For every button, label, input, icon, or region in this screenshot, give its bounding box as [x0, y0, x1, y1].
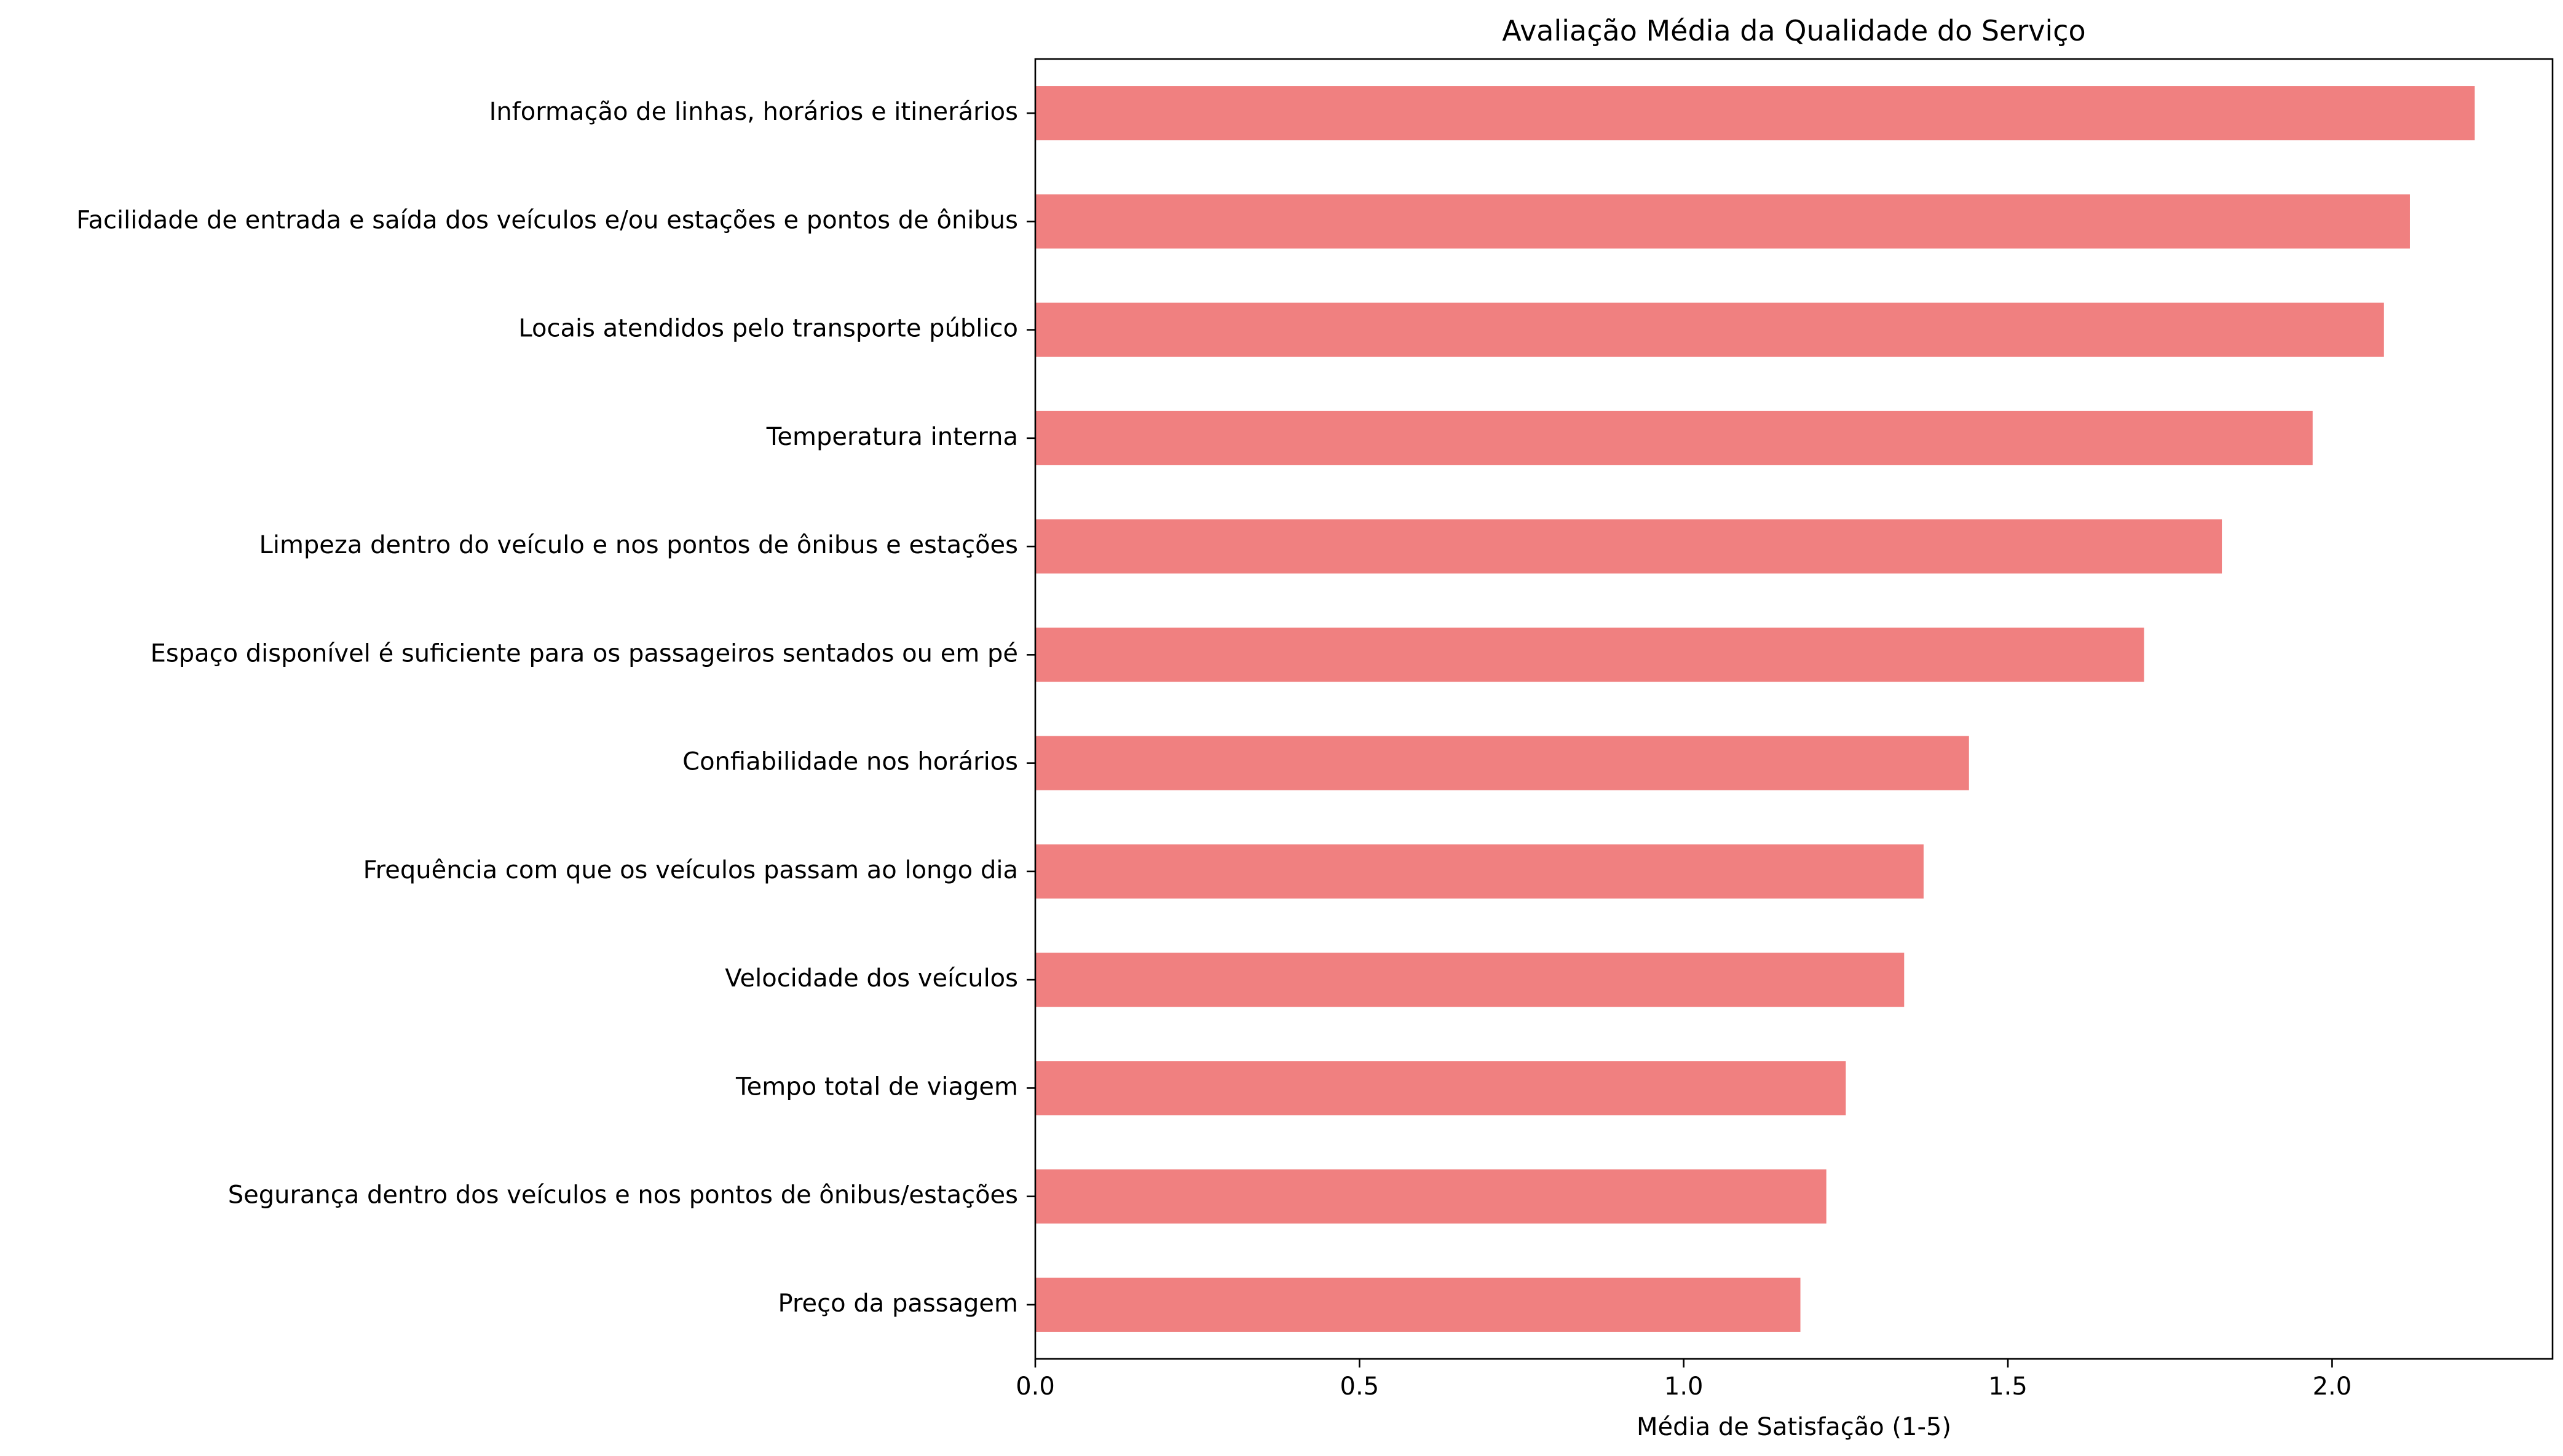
y-tick-label: Locais atendidos pelo transporte público	[518, 315, 1018, 343]
bar-2	[1035, 194, 2410, 249]
chart-title: Avaliação Média da Qualidade do Serviço	[1502, 14, 2085, 47]
x-tick-label: 0.5	[1340, 1372, 1380, 1401]
bar-7	[1035, 736, 1969, 790]
y-tick-label: Frequência com que os veículos passam ao…	[363, 856, 1018, 884]
bar-4	[1035, 411, 2313, 465]
y-tick-label: Informação de linhas, horários e itinerá…	[489, 98, 1018, 126]
y-tick-label: Confiabilidade nos horários	[682, 748, 1018, 776]
bar-11	[1035, 1169, 1826, 1224]
bar-9	[1035, 953, 1905, 1007]
bar-10	[1035, 1061, 1846, 1116]
y-tick-label: Limpeza dentro do veículo e nos pontos d…	[259, 531, 1018, 559]
x-tick-label: 1.0	[1664, 1372, 1704, 1401]
y-tick-label: Espaço disponível é suficiente para os p…	[151, 639, 1018, 667]
bar-5	[1035, 519, 2222, 574]
bar-12	[1035, 1277, 1801, 1332]
x-axis-ticks: 0.0 0.5 1.0 1.5 2.0	[1016, 1359, 2352, 1401]
x-tick-label: 2.0	[2313, 1372, 2352, 1401]
x-tick-label: 0.0	[1016, 1372, 1055, 1401]
y-tick-label: Velocidade dos veículos	[725, 964, 1018, 993]
y-tick-label: Temperatura interna	[766, 423, 1018, 451]
axes-layer	[1034, 58, 2554, 1360]
y-tick-label: Facilidade de entrada e saída dos veícul…	[76, 206, 1018, 234]
plot-frame	[1034, 58, 2554, 1360]
x-tick-label: 1.5	[1988, 1372, 2028, 1401]
y-tick-label: Segurança dentro dos veículos e nos pont…	[228, 1181, 1018, 1210]
bars-layer	[1035, 86, 2475, 1332]
y-tick-label: Tempo total de viagem	[735, 1072, 1018, 1101]
bar-8	[1035, 844, 1924, 899]
y-tick-label: Preço da passagem	[778, 1289, 1018, 1318]
bar-6	[1035, 628, 2144, 682]
x-axis-label: Média de Satisfação (1-5)	[1637, 1413, 1951, 1441]
y-axis-ticks: Informação de linhas, horários e itinerá…	[76, 98, 1035, 1318]
bar-3	[1035, 302, 2384, 357]
bar-1	[1035, 86, 2475, 141]
